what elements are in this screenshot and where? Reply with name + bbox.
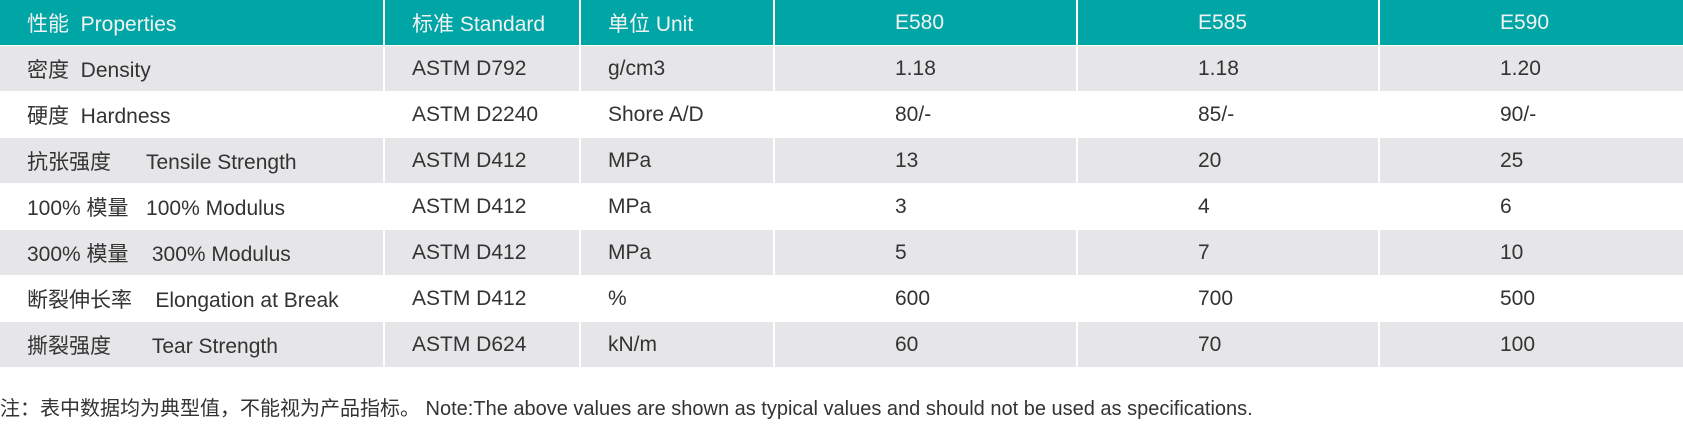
table-cell: g/cm3 <box>580 45 775 92</box>
table-row: 100% 模量 100% Modulus ASTM D412 MPa 3 4 6 <box>0 183 1683 230</box>
table-cell: 撕裂强度 Tear Strength <box>0 321 385 368</box>
table-cell: 13 <box>774 137 1078 184</box>
header-cell: E585 <box>1077 0 1380 46</box>
table-cell: 25 <box>1379 137 1683 184</box>
table-cell: 90/- <box>1379 91 1683 138</box>
header-cell: 性能 Properties <box>0 0 385 46</box>
table-cell: 500 <box>1379 275 1683 322</box>
table-cell: % <box>580 275 775 322</box>
table-cell: ASTM D792 <box>384 45 581 92</box>
table-body: 密度 Density ASTM D792 g/cm3 1.18 1.18 1.20 硬度 H… <box>0 45 1683 368</box>
table-row: 断裂伸长率 Elongation at Break ASTM D412% 600 70… <box>0 275 1683 322</box>
table-cell: 100 <box>1379 321 1683 368</box>
table-row: 抗张强度 Tensile Strength ASTM D412 MPa 13 20 25 <box>0 137 1683 184</box>
table-cell: 700 <box>1077 275 1380 322</box>
table-cell: 1.18 <box>1077 45 1380 92</box>
table-cell: 3 <box>774 183 1078 230</box>
table-cell: 100% 模量 100% Modulus <box>0 183 385 230</box>
table-cell: 抗张强度 Tensile Strength <box>0 137 385 184</box>
table-cell: 80/- <box>774 91 1078 138</box>
table-cell: 断裂伸长率 Elongation at Break <box>0 275 385 322</box>
table-cell: MPa <box>580 229 775 276</box>
table-cell: kN/m <box>580 321 775 368</box>
header-cell: 单位 Unit <box>580 0 775 46</box>
table-row: 300% 模量 300% Modulus ASTM D412 MPa 5 7 10 <box>0 229 1683 276</box>
table-cell: 600 <box>774 275 1078 322</box>
table-cell: 硬度 Hardness <box>0 91 385 138</box>
table-cell: 70 <box>1077 321 1380 368</box>
table-cell: 4 <box>1077 183 1380 230</box>
table-cell: ASTM D412 <box>384 275 581 322</box>
table-cell: 1.18 <box>774 45 1078 92</box>
table-cell: 6 <box>1379 183 1683 230</box>
table-cell: MPa <box>580 137 775 184</box>
table-cell: ASTM D624 <box>384 321 581 368</box>
table-cell: 85/- <box>1077 91 1380 138</box>
footnote: 注：表中数据均为典型值，不能视为产品指标。 Note:The above val… <box>0 398 1253 420</box>
header-row: 性能 Properties 标准 Standard 单位 Unit E580 E585 E… <box>0 0 1683 46</box>
table-cell: 5 <box>774 229 1078 276</box>
table-cell: 10 <box>1379 229 1683 276</box>
header-cell: E580 <box>774 0 1078 46</box>
table-cell: ASTM D412 <box>384 137 581 184</box>
table-cell: 300% 模量 300% Modulus <box>0 229 385 276</box>
table-cell: 7 <box>1077 229 1380 276</box>
table-cell: 密度 Density <box>0 45 385 92</box>
table-row: 撕裂强度 Tear Strength ASTM D624 kN/m 60 70 100 <box>0 321 1683 368</box>
table-cell: 60 <box>774 321 1078 368</box>
table-cell: ASTM D412 <box>384 183 581 230</box>
table-cell: ASTM D412 <box>384 229 581 276</box>
properties-table: 性能 Properties 标准 Standard 单位 Unit E580 E585 E… <box>0 0 1683 368</box>
table-cell: Shore A/D <box>580 91 775 138</box>
table-row: 密度 Density ASTM D792 g/cm3 1.18 1.18 1.20 <box>0 45 1683 92</box>
table-cell: MPa <box>580 183 775 230</box>
table-cell: 1.20 <box>1379 45 1683 92</box>
header-cell: E590 <box>1379 0 1683 46</box>
header-cell: 标准 Standard <box>384 0 581 46</box>
table-cell: ASTM D2240 <box>384 91 581 138</box>
table-row: 硬度 Hardness ASTM D2240 Shore A/D 80/- 85/- 90… <box>0 91 1683 138</box>
table-cell: 20 <box>1077 137 1380 184</box>
